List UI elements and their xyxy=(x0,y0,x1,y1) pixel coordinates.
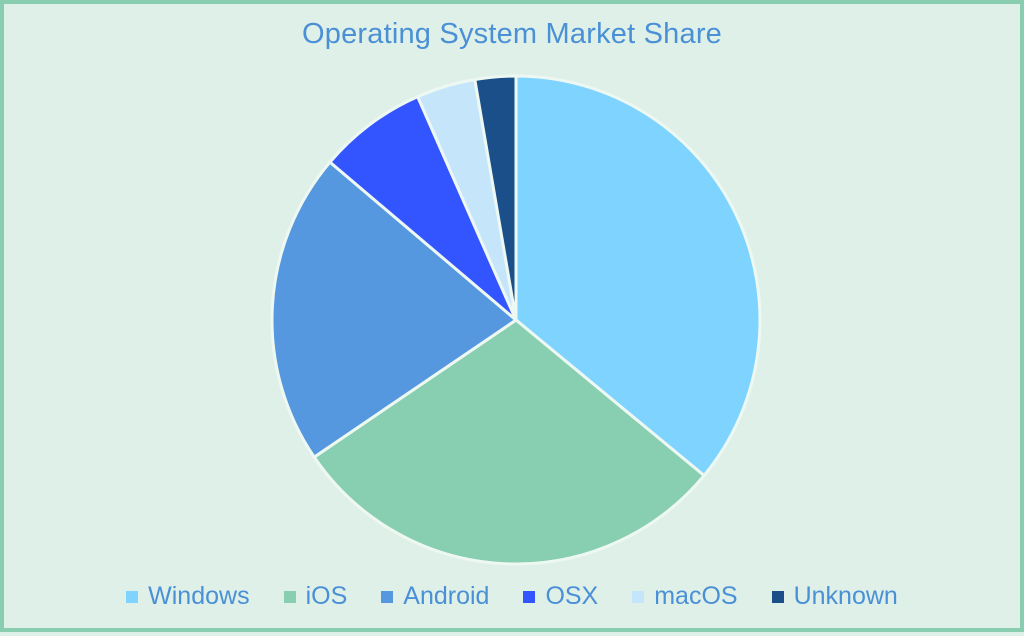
legend-label: Android xyxy=(403,582,490,610)
legend-item-ios: iOS xyxy=(283,582,348,611)
legend-swatch xyxy=(126,590,139,603)
legend-item-macos: macOS xyxy=(632,582,738,611)
legend-swatch xyxy=(283,590,296,603)
pie-slice-ios xyxy=(312,318,706,566)
pie-slice-osx xyxy=(328,95,518,322)
legend-swatch xyxy=(771,590,784,603)
pie-slice-unknown xyxy=(473,74,518,322)
legend-item-osx: OSX xyxy=(523,582,598,611)
chart-title: Operating System Market Share xyxy=(301,18,723,50)
legend-item-unknown: Unknown xyxy=(771,582,898,611)
legend-swatch xyxy=(381,590,394,603)
legend-item-android: Android xyxy=(381,582,489,611)
chart-legend: Windows iOS Android OSX macOS Unknown xyxy=(4,582,1020,611)
pie-slices xyxy=(270,74,762,566)
pie-slice-android xyxy=(270,160,518,459)
legend-item-windows: Windows xyxy=(126,582,250,611)
legend-swatch xyxy=(632,590,645,603)
legend-label: Windows xyxy=(148,582,250,610)
legend-label: iOS xyxy=(305,582,348,610)
legend-label: OSX xyxy=(545,582,599,610)
pie-slice-windows xyxy=(514,74,762,478)
legend-swatch xyxy=(523,590,536,603)
legend-label: Unknown xyxy=(793,582,898,610)
pie-chart xyxy=(270,74,762,566)
legend-label: macOS xyxy=(654,582,738,610)
